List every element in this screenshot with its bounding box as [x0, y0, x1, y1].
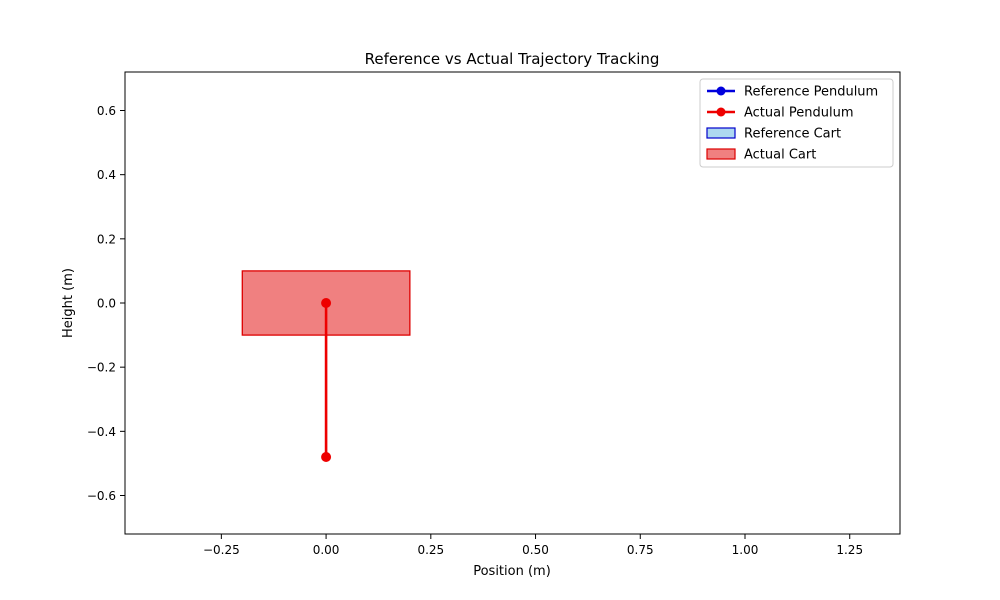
y-tick-label: 0.2	[97, 232, 116, 246]
x-tick-label: 0.00	[313, 543, 340, 557]
x-axis: −0.25 0.00 0.25 0.50 0.75 1.00 1.25	[203, 534, 863, 557]
legend-label: Reference Pendulum	[744, 85, 878, 100]
legend: Reference Pendulum Actual Pendulum Referen…	[699, 78, 894, 168]
legend-marker-swatch	[716, 86, 726, 96]
x-tick-label: 1.00	[732, 543, 759, 557]
legend-box	[699, 78, 894, 168]
x-tick-label: 0.50	[522, 543, 549, 557]
legend-marker-swatch	[716, 107, 726, 117]
y-tick-label: 0.6	[97, 104, 116, 118]
legend-label: Actual Pendulum	[744, 106, 853, 121]
legend-label: Reference Cart	[744, 127, 841, 142]
y-axis: 0.6 0.4 0.2 0.0 −0.2 −0.4 −0.6	[87, 104, 125, 503]
actual-pendulum-point	[321, 298, 332, 308]
x-tick-label: −0.25	[203, 543, 240, 557]
x-tick-label: 1.25	[836, 543, 863, 557]
y-tick-label: 0.4	[97, 168, 116, 182]
x-tick-label: 0.75	[627, 543, 654, 557]
chart-title: Reference vs Actual Trajectory Tracking	[365, 50, 660, 68]
y-tick-label: 0.0	[97, 297, 116, 311]
actual-pendulum-point	[321, 452, 332, 462]
legend-patch-swatch	[706, 148, 736, 160]
x-tick-label: 0.25	[417, 543, 444, 557]
y-tick-label: −0.2	[87, 361, 116, 375]
chart-marks	[241, 270, 411, 462]
y-tick-label: −0.4	[87, 425, 116, 439]
y-tick-label: −0.6	[87, 489, 116, 503]
legend-label: Actual Cart	[744, 148, 816, 163]
x-axis-label: Position (m)	[473, 564, 551, 579]
legend-patch-swatch	[706, 127, 736, 139]
y-axis-label: Height (m)	[61, 268, 76, 338]
